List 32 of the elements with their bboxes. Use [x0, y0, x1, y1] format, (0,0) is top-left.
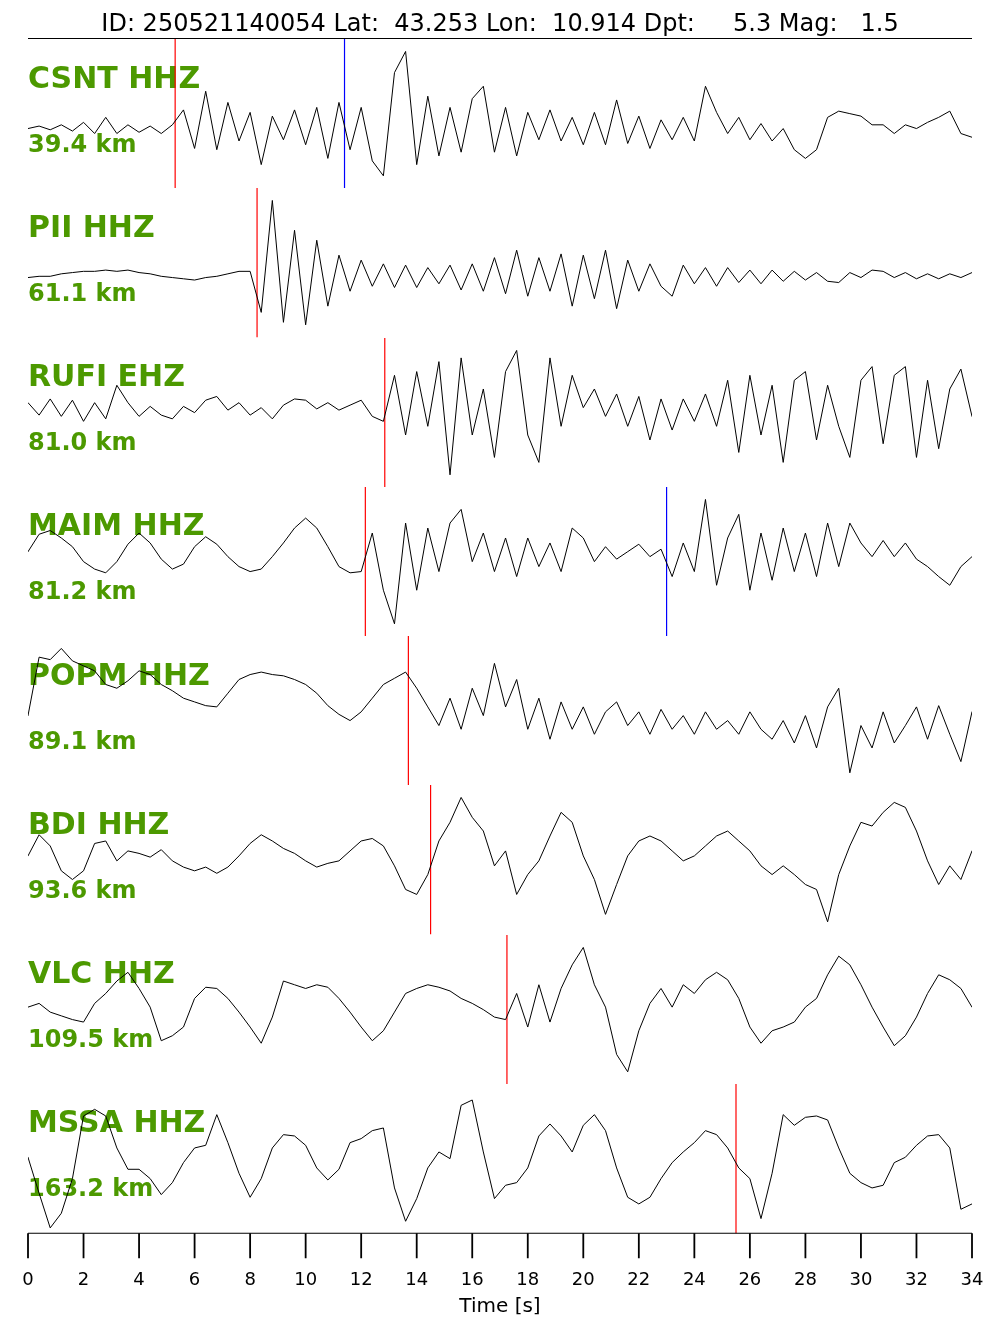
x-tick-label: 34 [960, 1268, 984, 1289]
annotation: 93.6 km [28, 875, 137, 904]
annotation: RUFI EHZ [28, 358, 185, 394]
x-tick-label: 12 [349, 1268, 373, 1289]
x-tick-label: 22 [627, 1268, 651, 1289]
x-tick-label: 18 [516, 1268, 540, 1289]
annotation: 39.4 km [28, 129, 137, 158]
x-tick-label: 4 [133, 1268, 145, 1289]
x-tick-label: 16 [460, 1268, 484, 1289]
x-axis-title: Time [s] [458, 1293, 542, 1318]
chart-title: ID: 250521140054 Lat: 43.253 Lon: 10.914 Dpt: 5.3 Mag: 1.5 [100, 8, 900, 37]
x-tick-label: 32 [905, 1268, 928, 1289]
annotation: 81.0 km [28, 428, 137, 457]
annotation: MAIM HHZ [28, 507, 205, 543]
annotation: 109.5 km [28, 1025, 154, 1054]
x-tick-label: 14 [405, 1268, 429, 1289]
x-tick-label: 8 [244, 1268, 256, 1289]
x-tick-label: 2 [77, 1268, 90, 1289]
x-tick-label: 10 [294, 1268, 318, 1289]
annotation: 89.1 km [28, 726, 137, 755]
annotation: 81.2 km [28, 577, 137, 606]
annotation: PII HHZ [28, 208, 155, 244]
x-tick-label: 30 [849, 1268, 873, 1289]
annotation: VLC HHZ [28, 955, 175, 991]
annotation: 61.1 km [28, 278, 137, 307]
x-tick-label: 6 [188, 1268, 201, 1289]
x-tick-label: 26 [738, 1268, 762, 1289]
x-tick-label: 24 [682, 1268, 706, 1289]
x-tick-label: 20 [571, 1268, 595, 1289]
x-tick-label: 28 [793, 1268, 817, 1289]
x-tick-label: 0 [22, 1268, 34, 1289]
annotation: BDI HHZ [28, 805, 170, 841]
